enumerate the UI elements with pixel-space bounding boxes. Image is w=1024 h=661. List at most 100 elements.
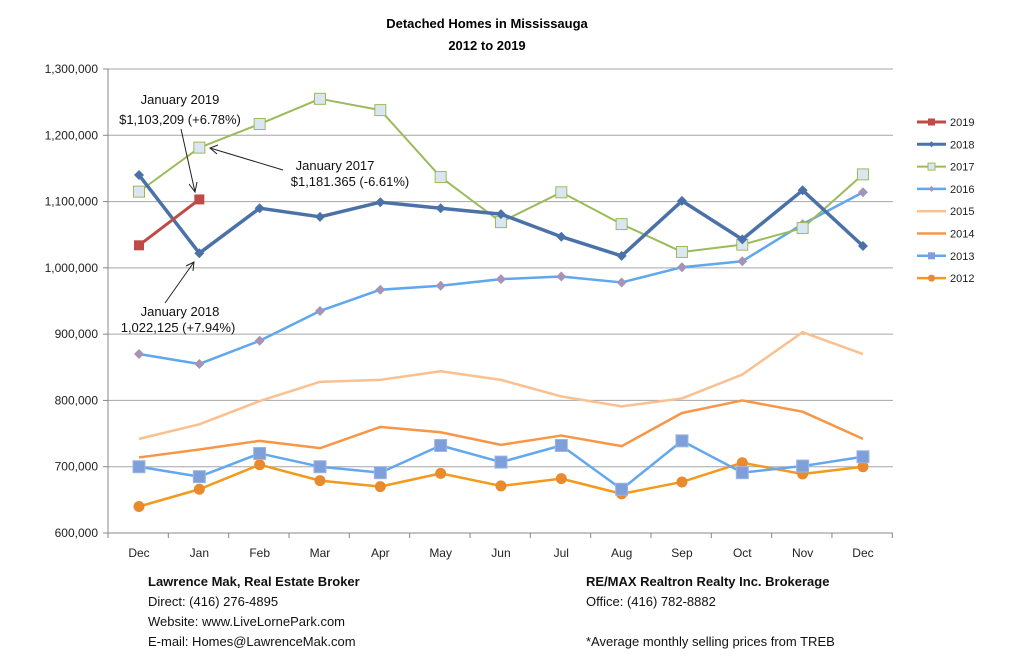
legend-marker bbox=[928, 118, 935, 126]
legend-item-2019: 2019 bbox=[917, 117, 974, 129]
data-point-2012 bbox=[435, 467, 447, 479]
x-tick-label: Nov bbox=[792, 546, 813, 560]
y-axis-ticks: 600,000 700,000 800,000 900,000 1,000,000 1,1… bbox=[45, 62, 99, 540]
gridlines bbox=[108, 68, 893, 468]
x-tick-label: Aug bbox=[611, 546, 632, 560]
annotation-jan-2018-arrowhead bbox=[185, 261, 195, 272]
data-point-2012 bbox=[314, 475, 326, 487]
legend-marker bbox=[928, 274, 935, 282]
data-point-2018 bbox=[556, 231, 567, 242]
data-point-2013 bbox=[434, 439, 448, 453]
data-point-2018 bbox=[134, 170, 144, 181]
legend-label: 2012 bbox=[950, 273, 974, 285]
series-2013 bbox=[132, 434, 870, 496]
data-point-2017 bbox=[313, 92, 326, 105]
data-point-2012 bbox=[133, 500, 145, 512]
data-point-2012 bbox=[254, 459, 266, 471]
spacer bbox=[586, 612, 835, 632]
series-2019 bbox=[134, 194, 205, 251]
y-tick-label: 1,200,000 bbox=[45, 128, 99, 142]
y-tick-label: 800,000 bbox=[55, 393, 99, 407]
data-point-2018 bbox=[857, 240, 868, 251]
data-point-2016 bbox=[495, 274, 506, 285]
data-point-2012 bbox=[857, 461, 869, 473]
series-2017 bbox=[133, 92, 869, 258]
data-point-2013 bbox=[313, 460, 327, 474]
data-point-2016 bbox=[616, 277, 627, 288]
data-point-2013 bbox=[856, 450, 870, 464]
annotation-jan-2017-title: January 2017 bbox=[296, 158, 375, 173]
data-point-2019 bbox=[134, 240, 144, 251]
x-tick-label: Dec bbox=[852, 546, 873, 560]
y-tick-label: 700,000 bbox=[55, 460, 99, 474]
legend-item-2017: 2017 bbox=[917, 162, 974, 174]
data-point-2017 bbox=[856, 168, 869, 181]
legend-item-2012: 2012 bbox=[917, 273, 974, 285]
data-point-2017 bbox=[555, 186, 568, 199]
data-point-2018 bbox=[737, 234, 748, 245]
annotation-jan-2018-value: 1,022,125 (+7.94%) bbox=[121, 320, 236, 335]
data-point-2013 bbox=[554, 439, 568, 453]
data-point-2013 bbox=[615, 482, 629, 496]
legend-item-2015: 2015 bbox=[917, 206, 974, 218]
data-point-2016 bbox=[676, 262, 687, 273]
annotation-jan-2017-value: $1,181.365 (-6.61%) bbox=[291, 174, 410, 189]
y-tick-label: 1,100,000 bbox=[45, 195, 99, 209]
axes bbox=[103, 68, 893, 538]
legend-label: 2015 bbox=[950, 206, 974, 218]
legend-marker bbox=[927, 162, 936, 171]
data-point-2013 bbox=[494, 455, 508, 469]
data-point-2018 bbox=[254, 203, 265, 214]
legend-marker bbox=[928, 185, 935, 192]
series-2014 bbox=[138, 399, 864, 459]
legend-label: 2017 bbox=[950, 162, 974, 174]
data-point-2013 bbox=[796, 459, 810, 473]
data-point-2016 bbox=[314, 305, 325, 316]
data-point-2017 bbox=[675, 245, 688, 258]
data-point-2016 bbox=[134, 349, 144, 360]
data-point-2016 bbox=[556, 271, 567, 282]
data-point-2016 bbox=[435, 280, 446, 291]
legend-item-2016: 2016 bbox=[917, 184, 974, 196]
broker-contact: Lawrence Mak, Real Estate Broker Direct:… bbox=[148, 572, 360, 652]
data-point-2016 bbox=[375, 284, 386, 295]
data-point-2018 bbox=[435, 203, 446, 214]
data-point-2018 bbox=[495, 209, 506, 220]
series-2012 bbox=[133, 457, 869, 512]
legend-label: 2016 bbox=[950, 184, 974, 196]
data-point-2018 bbox=[375, 197, 386, 208]
series-2018 bbox=[134, 170, 868, 261]
data-point-2018 bbox=[676, 195, 687, 206]
annotation-jan-2019-title: January 2019 bbox=[141, 92, 220, 107]
data-source-note: *Average monthly selling prices from TRE… bbox=[586, 634, 835, 649]
data-point-2018 bbox=[314, 211, 325, 222]
chart-title: Detached Homes in Mississauga bbox=[386, 16, 588, 31]
x-tick-label: Jan bbox=[190, 546, 209, 560]
data-point-2017 bbox=[615, 218, 628, 231]
data-point-2017 bbox=[374, 104, 387, 117]
data-point-2016 bbox=[254, 335, 265, 346]
data-point-2012 bbox=[374, 481, 386, 493]
x-tick-label: Dec bbox=[128, 546, 149, 560]
data-point-2012 bbox=[555, 473, 567, 485]
data-point-2016 bbox=[737, 256, 748, 267]
x-tick-label: Oct bbox=[733, 546, 752, 560]
brokerage-office-phone: Office: (416) 782-8882 bbox=[586, 594, 716, 609]
x-tick-label: Jun bbox=[491, 546, 510, 560]
brokerage-name: RE/MAX Realtron Realty Inc. Brokerage bbox=[586, 574, 830, 589]
data-point-2013 bbox=[675, 434, 689, 448]
y-tick-label: 1,000,000 bbox=[45, 261, 99, 275]
annotation-jan-2019-value: $1,103,209 (+6.78%) bbox=[119, 112, 241, 127]
data-point-2017 bbox=[133, 185, 145, 198]
data-point-2013 bbox=[192, 470, 206, 484]
data-point-2012 bbox=[676, 476, 688, 488]
series-2015 bbox=[138, 330, 864, 441]
data-point-2018 bbox=[194, 248, 205, 259]
x-tick-label: Mar bbox=[310, 546, 331, 560]
data-point-2012 bbox=[736, 457, 748, 469]
series-2016 bbox=[134, 187, 868, 369]
annotation-jan-2018-title: January 2018 bbox=[141, 304, 220, 319]
x-tick-label: May bbox=[429, 546, 452, 560]
data-point-2017 bbox=[434, 171, 447, 184]
